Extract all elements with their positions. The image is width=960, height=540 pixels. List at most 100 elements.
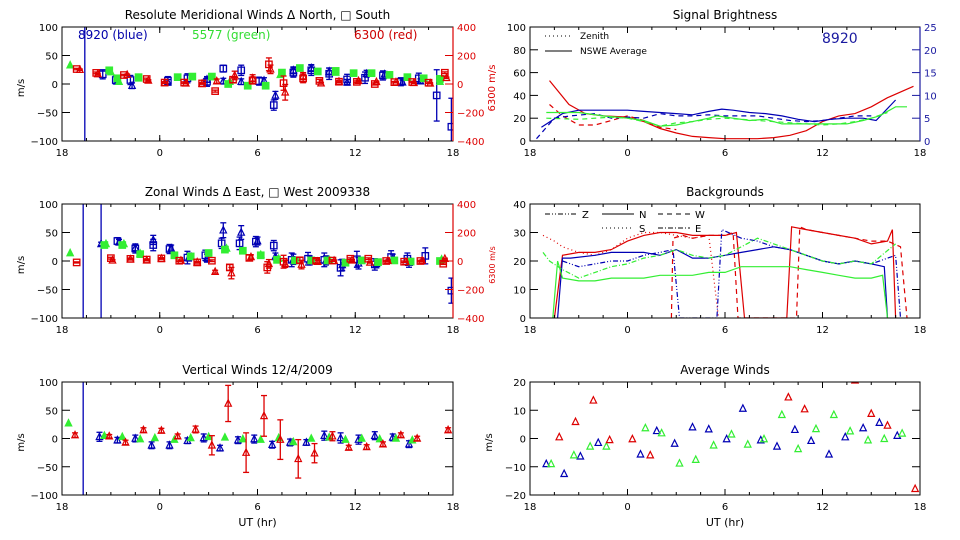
data-point-green: [243, 81, 252, 90]
data-point-blue: [219, 222, 228, 239]
chart-title: Resolute Meridional Winds Δ North, □ Sou…: [125, 8, 391, 22]
data-point-red: [383, 255, 393, 264]
data-point-green: [256, 249, 265, 259]
data-point-red: [105, 431, 114, 440]
data-point-green: [101, 238, 111, 248]
triangle-marker: [250, 434, 259, 443]
triangle-marker: [829, 409, 839, 419]
x-tick-label: 0: [157, 148, 163, 159]
y-tick-label: 80: [513, 46, 526, 57]
square-marker: [269, 101, 278, 109]
triangle-marker: [811, 423, 821, 433]
data-point-blue: [738, 403, 748, 412]
triangle-marker: [555, 432, 564, 441]
triangle-marker: [336, 432, 345, 442]
x-axis-label: UT (hr): [238, 516, 276, 529]
data-point-red: [227, 266, 236, 280]
data-point-blue: [841, 432, 850, 441]
data-point-green: [357, 256, 366, 265]
triangle-marker: [131, 242, 140, 252]
triangle-marker: [222, 243, 231, 252]
y-tick-label: −100: [31, 137, 58, 148]
legend-label: Zenith: [580, 32, 609, 42]
data-point-green: [811, 423, 821, 433]
square-marker: [261, 81, 270, 90]
x-tick-label: 12: [816, 325, 829, 336]
square-marker: [357, 256, 366, 265]
triangle-marker: [440, 253, 450, 263]
y2-tick-label: 25: [924, 23, 937, 34]
square-marker: [72, 258, 81, 267]
y2-tick-label: 15: [924, 69, 937, 80]
data-point-green: [349, 69, 358, 78]
triangle-marker: [646, 450, 655, 459]
data-point-green: [897, 428, 907, 437]
data-point-red: [784, 392, 793, 401]
data-point-blue: [594, 437, 603, 447]
triangle-marker: [362, 441, 371, 451]
data-point-red: [310, 442, 319, 464]
data-point-green: [435, 76, 445, 86]
data-point-red: [298, 71, 308, 81]
data-point-red: [372, 76, 381, 86]
triangle-marker: [704, 424, 713, 433]
x-tick-label: 12: [816, 502, 829, 513]
triangle-marker: [276, 434, 285, 443]
triangle-marker: [412, 433, 422, 442]
triangle-marker: [784, 392, 793, 401]
triangle-marker: [867, 408, 876, 417]
x-tick-label: 18: [914, 502, 927, 513]
data-point-green: [136, 248, 145, 257]
series-line-5577-zenith: [546, 111, 888, 127]
triangle-marker: [605, 434, 614, 444]
data-point-green: [675, 458, 684, 467]
data-point-red: [176, 255, 186, 264]
triangle-marker: [165, 440, 174, 449]
triangle-marker: [65, 247, 75, 257]
data-point-red: [329, 255, 339, 265]
triangle-marker: [297, 259, 306, 268]
series-line-8920-n: [557, 246, 889, 318]
y-tick-label: 50: [45, 406, 58, 417]
triangle-marker: [594, 437, 603, 447]
data-point-red: [70, 430, 80, 439]
triangle-marker: [880, 433, 889, 443]
triangle-marker: [443, 424, 453, 434]
data-point-blue: [271, 90, 280, 101]
triangle-marker: [106, 66, 116, 76]
data-point-green: [222, 243, 231, 252]
data-point-red: [241, 432, 251, 474]
series-line-5577-n: [552, 260, 889, 318]
triangle-marker: [294, 453, 303, 463]
data-point-red: [121, 437, 130, 446]
data-point-red: [334, 76, 344, 85]
square-marker: [419, 74, 428, 83]
data-point-green: [863, 435, 873, 444]
triangle-marker: [100, 430, 109, 439]
data-point-blue: [215, 443, 225, 452]
data-point-red: [910, 483, 920, 493]
data-point-red: [439, 259, 448, 268]
data-point-red: [313, 256, 322, 266]
triangle-marker: [95, 431, 104, 441]
y-tick-label: −50: [37, 286, 58, 297]
square-marker: [269, 241, 278, 250]
y2-tick-label: −400: [457, 137, 484, 148]
triangle-marker: [875, 417, 884, 426]
square-marker: [237, 66, 246, 75]
triangle-marker: [150, 432, 160, 442]
y-tick-label: 100: [39, 200, 58, 211]
triangle-marker: [344, 442, 353, 451]
y2-tick-label: 400: [457, 23, 476, 34]
triangle-marker: [118, 431, 127, 441]
x-tick-label: 12: [349, 325, 362, 336]
data-point-green: [106, 66, 116, 76]
data-point-green: [367, 69, 376, 78]
plot-frame: [529, 381, 921, 496]
x-tick-label: 0: [624, 148, 630, 159]
triangle-marker: [793, 443, 803, 453]
data-point-green: [220, 432, 230, 441]
triangle-marker: [266, 64, 275, 73]
y-tick-label: 40: [513, 91, 526, 102]
